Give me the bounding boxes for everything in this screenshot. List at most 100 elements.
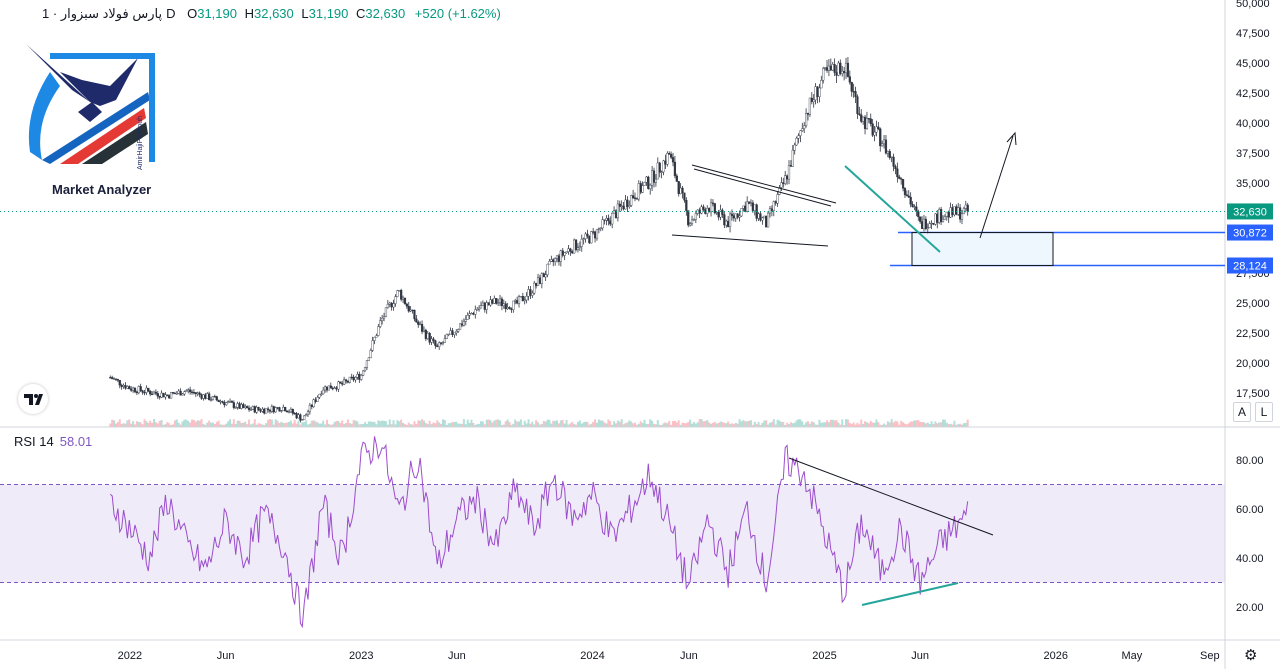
- auto-scale-button[interactable]: A: [1233, 402, 1251, 422]
- candle-body: [432, 338, 435, 341]
- volume-bar: [293, 419, 296, 427]
- rsi-label: RSI 14: [14, 434, 54, 449]
- candle-body: [232, 402, 235, 408]
- channel-upper-line: [691, 164, 837, 204]
- volume-bar: [377, 420, 380, 427]
- volume-bar: [727, 421, 730, 427]
- candle-body: [934, 213, 937, 225]
- candle-body: [189, 389, 192, 393]
- candle-body: [818, 87, 821, 98]
- candle-body: [358, 374, 361, 380]
- volume-bar: [434, 423, 437, 427]
- candle-body: [177, 390, 180, 394]
- log-scale-button[interactable]: L: [1255, 402, 1273, 422]
- volume-bar: [210, 422, 213, 427]
- candle-body: [405, 303, 408, 307]
- rsi-pane[interactable]: [0, 436, 1225, 629]
- candle-body: [398, 290, 401, 292]
- candle-body: [208, 393, 211, 401]
- volume-bar: [316, 422, 319, 427]
- volume-bar: [533, 424, 536, 427]
- candle-body: [164, 394, 167, 398]
- low-label: L: [301, 6, 309, 21]
- candle-body: [645, 176, 648, 183]
- volume-bar: [527, 419, 530, 427]
- volume-bar: [120, 423, 123, 427]
- candle-body: [168, 395, 171, 399]
- volume-bar: [614, 423, 617, 427]
- volume-bar: [689, 419, 692, 427]
- volume-bar: [683, 423, 686, 427]
- candle-body: [111, 377, 114, 380]
- volume-bar: [116, 422, 119, 427]
- volume-bar: [375, 424, 378, 427]
- volume-bar: [318, 423, 321, 427]
- candle-body: [114, 378, 118, 380]
- candle-body: [898, 176, 901, 179]
- volume-bar: [320, 423, 323, 427]
- candle-body: [643, 182, 646, 186]
- volume-bar: [597, 419, 600, 427]
- gear-icon[interactable]: ⚙: [1244, 647, 1258, 664]
- volume-bar: [384, 421, 387, 427]
- volume-bar: [850, 423, 853, 427]
- volume-bar: [470, 419, 473, 427]
- volume-bar: [282, 422, 285, 427]
- candle-body: [306, 411, 310, 415]
- candle-body: [194, 392, 197, 395]
- volume-bar: [635, 424, 638, 427]
- volume-bar: [286, 422, 289, 427]
- candle-body: [723, 214, 726, 226]
- candle-body: [377, 326, 380, 336]
- candle-body: [960, 213, 964, 220]
- candle-body: [449, 330, 452, 335]
- volume-bar: [253, 419, 256, 427]
- candle-body: [567, 248, 570, 252]
- time-tick-label: Jun: [911, 650, 929, 662]
- candle-body: [647, 176, 650, 189]
- volume-bar: [957, 424, 960, 427]
- volume-bar: [940, 422, 943, 427]
- volume-bar: [280, 421, 283, 427]
- candle-body: [118, 380, 121, 386]
- candle-body: [677, 181, 680, 194]
- candle-body: [390, 302, 393, 308]
- rsi-line: [109, 436, 969, 629]
- volume-bar: [388, 419, 391, 427]
- volume-bar: [255, 424, 258, 427]
- volume-bar: [843, 424, 846, 427]
- candle-body: [785, 175, 789, 180]
- candle-body: [150, 393, 154, 396]
- candle-body: [253, 406, 256, 413]
- volume-bar: [816, 424, 819, 427]
- volume-bar: [118, 419, 121, 427]
- candle-body: [563, 252, 566, 256]
- volume-bar: [685, 423, 688, 427]
- volume-bar: [742, 420, 745, 427]
- volume-bar: [736, 423, 739, 427]
- price-pane[interactable]: [109, 56, 969, 427]
- candle-body: [892, 156, 895, 167]
- volume-bar: [158, 420, 161, 427]
- volume-bar: [303, 422, 306, 427]
- candle-body: [757, 213, 760, 219]
- candle-body: [810, 97, 813, 102]
- volume-bar: [628, 420, 631, 427]
- volume-bar: [428, 420, 431, 427]
- volume-bar: [919, 421, 922, 427]
- volume-bar: [833, 420, 836, 427]
- candle-body: [158, 396, 161, 398]
- open-value: 31,190: [197, 6, 237, 21]
- volume-bar: [443, 420, 446, 427]
- volume-bar: [732, 423, 735, 427]
- change-value: +520 (+1.62%): [414, 6, 501, 21]
- candle-body: [190, 391, 194, 393]
- candle-body: [388, 302, 391, 305]
- volume-bar: [166, 422, 169, 427]
- volume-bar: [554, 421, 557, 427]
- candle-body: [637, 183, 640, 200]
- volume-bar: [586, 421, 589, 427]
- tradingview-logo-icon[interactable]: [18, 384, 48, 414]
- candle-body: [746, 201, 749, 212]
